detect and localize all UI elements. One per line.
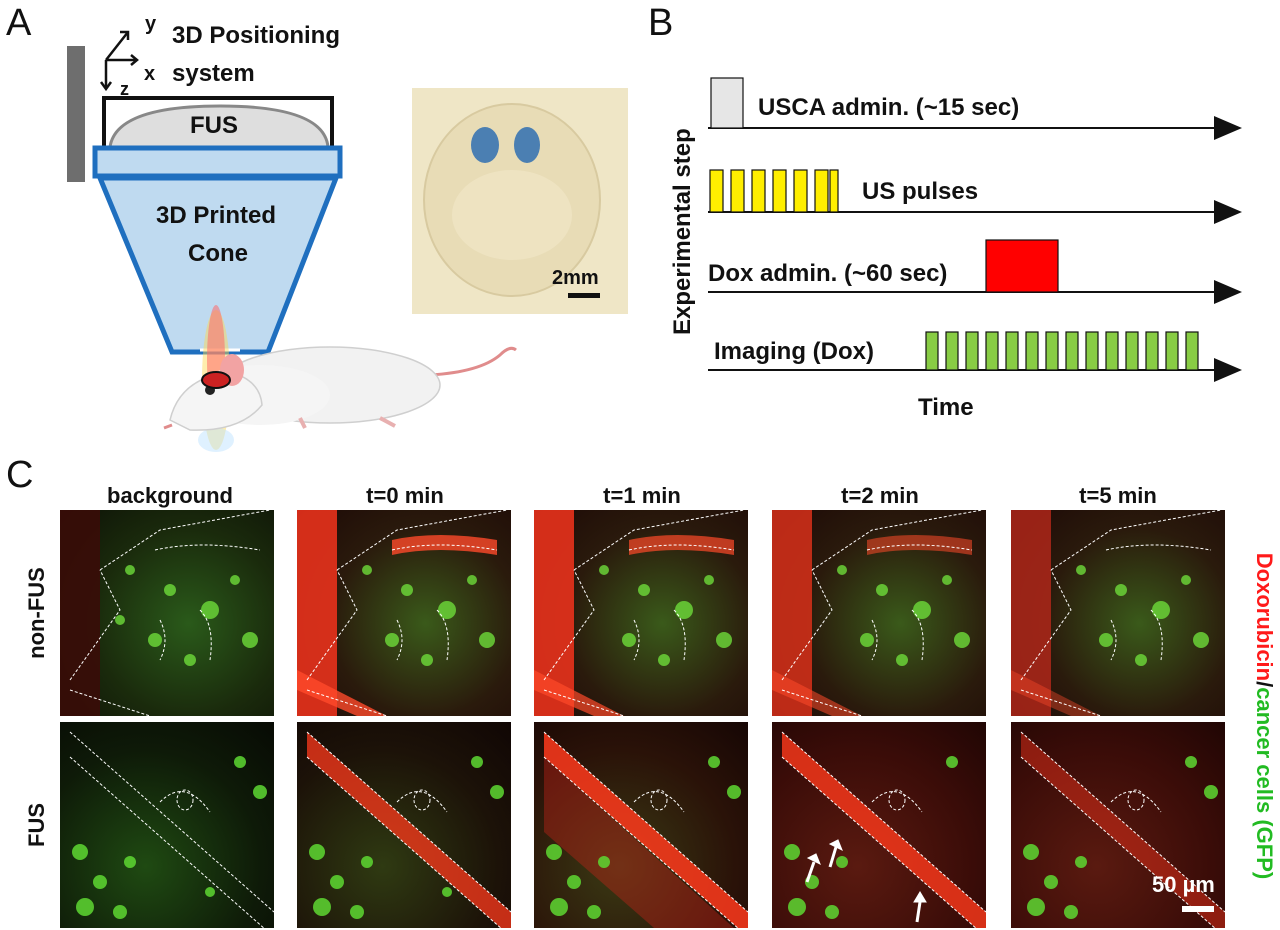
- positioning-label-line2: system: [172, 60, 255, 87]
- y-axis-label-experimental-step: Experimental step: [669, 128, 696, 335]
- axis-x-label: x: [144, 63, 156, 85]
- micrograph-nonfus-t1: [534, 510, 748, 716]
- column-header-t2: t=2 min: [841, 483, 919, 508]
- usca-pulse: [710, 77, 744, 129]
- cone-plate: [92, 145, 343, 179]
- micrograph-nonfus-background: [60, 510, 274, 716]
- channel-legend: Doxorubicin/cancer cells (GFP): [1248, 506, 1280, 926]
- row-label-usca: USCA admin. (~15 sec): [758, 94, 1020, 121]
- axis-z-label: z: [120, 79, 129, 99]
- imaging-frames: [925, 331, 1199, 371]
- printed-cone: [96, 175, 340, 355]
- micrograph-fus-t1: [534, 722, 748, 928]
- micrograph-fus-t0: [297, 722, 511, 928]
- row-label-fus: FUS: [24, 803, 49, 847]
- row-label-us-pulses: US pulses: [862, 178, 979, 205]
- x-axis-label-time: Time: [918, 394, 974, 421]
- timeline-diagram: [708, 77, 1242, 382]
- row-label-non-fus: non-FUS: [24, 567, 49, 659]
- micrograph-scalebar: [1182, 906, 1214, 912]
- column-header-t1: t=1 min: [603, 483, 681, 508]
- positioning-label: 3D Positioning: [172, 22, 340, 49]
- panel-a-schematic: [67, 30, 628, 452]
- panel-c-letter: C: [6, 454, 34, 496]
- mouse-illustration: [163, 346, 517, 431]
- photo-scalebar: [568, 293, 600, 298]
- us-pulses: [709, 169, 839, 213]
- legend-cancer-cells: cancer cells (GFP): [1252, 687, 1277, 880]
- row-label-dox: Dox admin. (~60 sec): [708, 260, 948, 287]
- micrograph-nonfus-t2: [772, 510, 986, 716]
- arrow-icons: [805, 839, 927, 923]
- micrograph-fus-t2: [772, 722, 986, 928]
- micrograph-fus-background: [60, 722, 274, 928]
- dox-pulse: [985, 239, 1059, 293]
- axes-icon: [99, 30, 139, 92]
- panel-b-letter: B: [648, 2, 674, 44]
- axis-y-label: y: [145, 13, 157, 35]
- photo-scalebar-label: 2mm: [552, 267, 599, 289]
- legend-doxorubicin: Doxorubicin: [1252, 552, 1277, 682]
- micrograph-scalebar-label: 50 µm: [1152, 872, 1215, 897]
- transducer-dome: [108, 104, 330, 149]
- column-header-t0: t=0 min: [366, 483, 444, 508]
- micrograph-fus-t5: [1011, 722, 1225, 928]
- column-header-t5: t=5 min: [1079, 483, 1157, 508]
- row-label-imaging: Imaging (Dox): [714, 338, 874, 365]
- micrograph-nonfus-t0: [297, 510, 511, 716]
- cone-label: 3D Printed: [156, 202, 277, 229]
- column-header-background: background: [107, 483, 233, 508]
- micrograph-nonfus-t5: [1011, 510, 1225, 716]
- positioning-post: [67, 46, 85, 182]
- panel-a-letter: A: [6, 2, 32, 44]
- transducer-label: FUS: [190, 112, 238, 139]
- cone-label-line2: Cone: [188, 240, 248, 267]
